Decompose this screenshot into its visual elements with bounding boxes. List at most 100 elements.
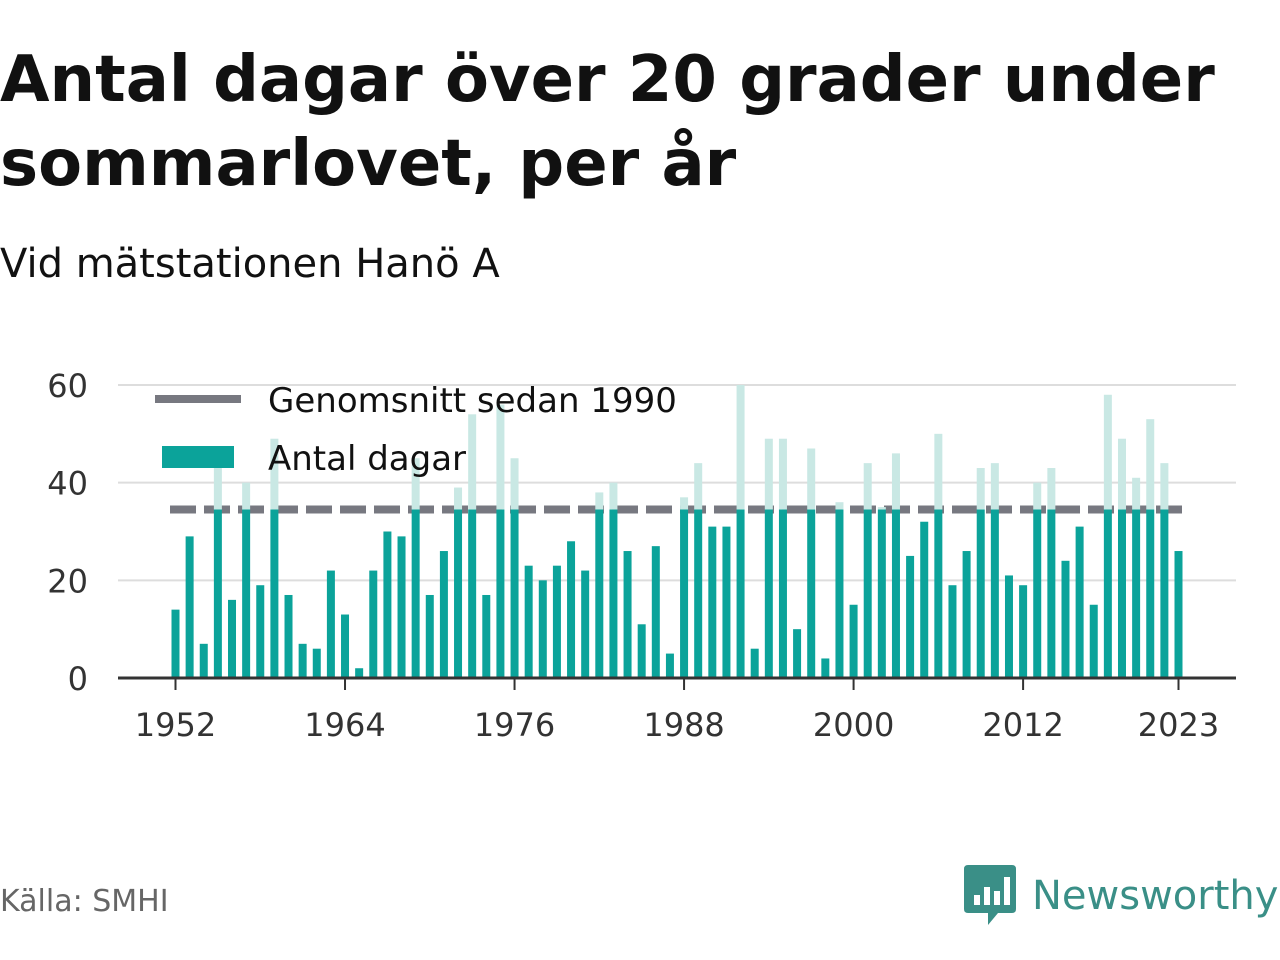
x-tick-label: 1964 (304, 706, 385, 744)
bar (722, 526, 731, 678)
bar (1160, 509, 1169, 678)
bar (552, 565, 561, 678)
bar (637, 624, 646, 678)
bar (609, 509, 618, 678)
bar (228, 599, 237, 678)
bar (595, 509, 604, 678)
bar (312, 648, 321, 678)
bar (213, 509, 222, 678)
bar (920, 521, 929, 678)
bar-above-average (454, 487, 463, 510)
bar-above-average (270, 438, 279, 510)
x-tick-label: 1976 (474, 706, 555, 744)
bar (482, 594, 491, 678)
bar-above-average (595, 492, 604, 510)
bar (1004, 575, 1013, 678)
bar (538, 580, 547, 678)
bar-above-average (1160, 463, 1169, 510)
bar-above-average (934, 433, 943, 510)
chart-subtitle: Vid mätstationen Hanö A (0, 241, 500, 287)
bar (962, 551, 971, 678)
bar-above-average (976, 468, 985, 510)
bar (256, 585, 265, 678)
bar (835, 509, 844, 678)
bar (1019, 585, 1028, 678)
bar (934, 509, 943, 678)
bar (976, 509, 985, 678)
bar (284, 594, 293, 678)
bar-above-average (411, 458, 420, 510)
axes: 0 20 40 60 1952 1964 1976 1988 2000 2012 2023 (47, 367, 1236, 744)
bar (793, 629, 802, 678)
bar-above-average (1117, 438, 1126, 510)
bar (524, 565, 533, 678)
bars (171, 385, 1183, 678)
bar (708, 526, 717, 678)
bar (581, 570, 590, 678)
bar (736, 509, 745, 678)
bar (1075, 526, 1084, 678)
bar (454, 509, 463, 678)
bar (496, 509, 505, 678)
bar (1174, 551, 1183, 678)
bar (764, 509, 773, 678)
bar (1132, 509, 1141, 678)
y-tick-label: 0 (68, 660, 88, 698)
bar (425, 594, 434, 678)
bar (199, 643, 208, 678)
bar (185, 536, 194, 678)
x-tick-label: 1988 (643, 706, 724, 744)
bar (680, 509, 689, 678)
legend: Genomsnitt sedan 1990 Antal dagar (155, 381, 677, 479)
bar-above-average (764, 438, 773, 510)
bar (906, 555, 915, 678)
bar (665, 653, 674, 678)
bar (510, 509, 519, 678)
bar-above-average (1033, 482, 1042, 510)
bar (877, 509, 886, 678)
bar (567, 541, 576, 678)
bar-above-average (877, 507, 886, 510)
legend-bars-label: Antal dagar (268, 439, 466, 479)
bar-above-average (609, 482, 618, 510)
bar (411, 509, 420, 678)
y-tick-label: 20 (47, 562, 88, 600)
bar-above-average (778, 438, 787, 510)
bar-above-average (510, 458, 519, 510)
brand-name: Newsworthy (1032, 873, 1279, 919)
bar-above-average (468, 414, 477, 510)
bar (1033, 509, 1042, 678)
y-tick-label: 40 (47, 465, 88, 503)
bar-above-average (863, 463, 872, 510)
bar-above-average (213, 468, 222, 510)
bar (891, 509, 900, 678)
bar (778, 509, 787, 678)
legend-bars-swatch (162, 446, 234, 468)
source-note: Källa: SMHI (0, 884, 169, 919)
x-tick-label: 2023 (1138, 706, 1219, 744)
bar-above-average (694, 463, 703, 510)
bar (1089, 604, 1098, 678)
bar (326, 570, 335, 678)
bar (1117, 509, 1126, 678)
bar (750, 648, 759, 678)
bar (439, 551, 448, 678)
bar (849, 604, 858, 678)
bar (242, 509, 251, 678)
bar (948, 585, 957, 678)
bar-above-average (1146, 419, 1155, 510)
bar-above-average (1047, 468, 1056, 510)
bar-above-average (680, 497, 689, 510)
bar (990, 509, 999, 678)
newsworthy-logo-icon (964, 865, 1016, 925)
bar (651, 546, 660, 678)
bar (355, 668, 364, 678)
bar (397, 536, 406, 678)
bar-above-average (807, 448, 816, 510)
bar (1047, 509, 1056, 678)
bar (341, 614, 350, 678)
bar (1146, 509, 1155, 678)
bar (863, 509, 872, 678)
bar-above-average (891, 453, 900, 510)
bar (468, 509, 477, 678)
